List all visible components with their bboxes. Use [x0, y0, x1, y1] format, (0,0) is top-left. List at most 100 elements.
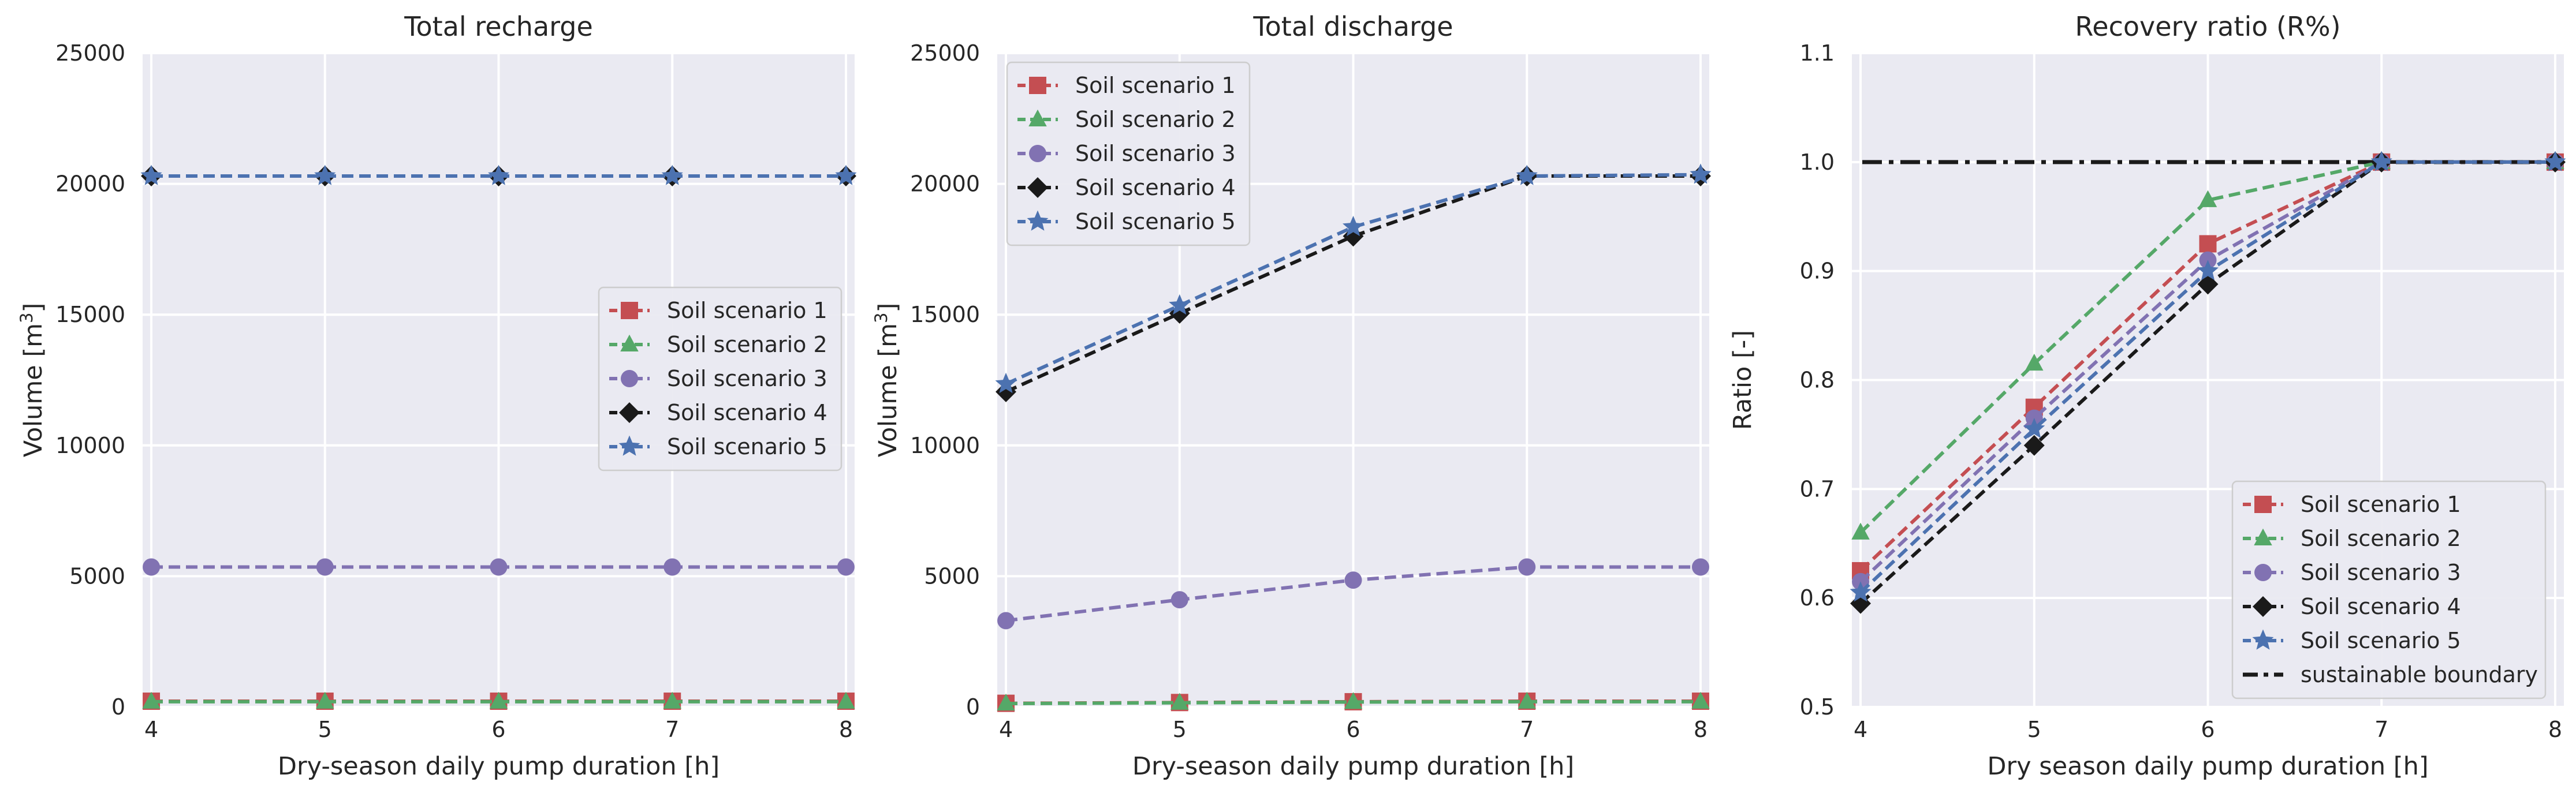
legend-label: Soil scenario 2	[2301, 526, 2461, 551]
legend-marker	[1027, 177, 1048, 198]
data-point-soil-scenario-3	[316, 558, 334, 576]
data-point-soil-scenario-3	[1344, 571, 1362, 589]
series-soil-scenario-3	[997, 558, 1709, 630]
y-tick-label: 0.6	[1800, 585, 1835, 611]
y-tick-label: 10000	[55, 433, 125, 458]
data-point-soil-scenario-3	[490, 558, 508, 576]
y-tick-label: 0.9	[1800, 259, 1835, 284]
legend-label: Soil scenario 4	[667, 400, 827, 425]
data-point-soil-scenario-5	[661, 164, 683, 185]
data-point-soil-scenario-2	[142, 691, 161, 709]
data-point-soil-scenario-5	[1343, 215, 1364, 237]
x-axis-label: Dry-season daily pump duration [h]	[278, 752, 720, 781]
data-point-soil-scenario-5	[488, 164, 509, 185]
legend: Soil scenario 1 Soil scenario 2 Soil scena…	[598, 286, 842, 472]
chart-panel-total-recharge: 0 5000 10000 15000 20000 25000 4 5 6 7 8 Total rech…	[17, 11, 857, 781]
y-axis-label: Volume [m3]	[871, 303, 903, 458]
legend-label: Soil scenario 3	[2301, 560, 2461, 585]
x-tick-label: 8	[2548, 717, 2562, 742]
legend-label: Soil scenario 1	[2301, 492, 2461, 517]
legend-entry-soil-scenario-3: Soil scenario 3	[1017, 141, 1236, 166]
legend-frame	[1006, 61, 1251, 246]
legend-entry-soil-scenario-4: Soil scenario 4	[2243, 594, 2461, 619]
x-tick-label: 7	[2374, 717, 2388, 742]
legend-entry-soil-scenario-5: Soil scenario 5	[1017, 209, 1236, 234]
data-point-soil-scenario-2	[837, 691, 855, 709]
legend-entry-soil-scenario-5: Soil scenario 5	[609, 434, 827, 459]
series-soil-scenario-2	[997, 691, 1710, 711]
y-tick-label: 25000	[910, 40, 980, 66]
data-point-soil-scenario-2	[1691, 691, 1710, 709]
x-tick-label: 7	[665, 717, 679, 742]
series-soil-scenario-5	[995, 163, 1712, 394]
data-point-soil-scenario-5	[2197, 260, 2219, 280]
legend-entry-soil-scenario-2: Soil scenario 2	[2243, 526, 2461, 551]
x-tick-label: 5	[318, 717, 332, 742]
x-tick-label: 6	[2201, 717, 2215, 742]
y-tick-label: 15000	[910, 302, 980, 327]
data-point-soil-scenario-2	[2025, 353, 2044, 371]
legend-frame	[2231, 480, 2547, 699]
data-point-soil-scenario-5	[1169, 294, 1191, 315]
legend-entry-soil-scenario-3: Soil scenario 3	[609, 366, 827, 391]
data-point-soil-scenario-5	[2544, 151, 2566, 171]
y-axis-label: Ratio [-]	[1728, 330, 1757, 430]
data-point-soil-scenario-2	[316, 691, 334, 709]
legend-entry-soil-scenario-3: Soil scenario 3	[2243, 560, 2461, 585]
x-tick-label: 5	[1173, 717, 1187, 742]
data-point-soil-scenario-2	[1344, 692, 1363, 709]
x-tick-label: 4	[144, 717, 158, 742]
legend-entry-soil-scenario-1: Soil scenario 1	[2243, 492, 2461, 517]
legend-entry-soil-scenario-2: Soil scenario 2	[1017, 107, 1236, 132]
legend-label: Soil scenario 4	[2301, 594, 2461, 619]
data-point-soil-scenario-2	[489, 691, 508, 709]
series-soil-scenario-3	[143, 558, 855, 576]
legend-label: Soil scenario 1	[667, 298, 827, 323]
data-point-soil-scenario-3	[1170, 591, 1188, 609]
data-point-soil-scenario-5	[835, 164, 857, 185]
x-tick-label: 8	[1694, 717, 1708, 742]
x-tick-label: 8	[839, 717, 853, 742]
x-tick-label: 6	[1346, 717, 1360, 742]
x-tick-label: 4	[999, 717, 1013, 742]
x-axis-label: Dry-season daily pump duration [h]	[1132, 752, 1574, 781]
data-point-soil-scenario-5	[1850, 581, 1872, 602]
legend-marker	[2254, 564, 2272, 581]
legend-frame	[598, 286, 842, 472]
chart-title: Recovery ratio (R%)	[2075, 11, 2340, 42]
legend-marker	[2253, 596, 2273, 617]
data-point-soil-scenario-2	[1851, 522, 1870, 540]
series-line-soil-scenario-4	[1005, 174, 1701, 394]
x-tick-label: 7	[1520, 717, 1534, 742]
legend-marker	[621, 302, 638, 319]
data-point-soil-scenario-5	[2023, 418, 2045, 439]
y-tick-label: 0.5	[1800, 694, 1835, 720]
legend-marker	[620, 334, 639, 351]
series-soil-scenario-2	[142, 691, 855, 709]
y-tick-label: 10000	[910, 433, 980, 458]
legend-entry-soil-scenario-1: Soil scenario 1	[609, 298, 827, 323]
data-point-soil-scenario-3	[837, 558, 855, 576]
y-tick-label: 0.7	[1800, 476, 1835, 502]
legend-label: Soil scenario 5	[1075, 209, 1236, 234]
chart-panel-recovery-ratio-r: 0.5 0.6 0.7 0.8 0.9 1.0 1.1 4 5 6 7 8 Recovery ratio…	[1728, 11, 2566, 781]
data-point-soil-scenario-2	[663, 691, 681, 709]
legend-marker	[1028, 109, 1047, 126]
y-tick-label: 1.1	[1800, 40, 1835, 66]
legend-marker	[2254, 496, 2272, 513]
data-point-soil-scenario-3	[997, 612, 1015, 630]
y-tick-label: 1.0	[1800, 149, 1835, 175]
legend-label: Soil scenario 5	[2301, 628, 2461, 653]
legend-marker	[1029, 77, 1046, 94]
data-point-soil-scenario-5	[2370, 151, 2392, 171]
y-tick-label: 20000	[910, 171, 980, 197]
legend-entry-soil-scenario-4: Soil scenario 4	[609, 400, 827, 425]
data-point-soil-scenario-3	[143, 558, 161, 576]
data-point-soil-scenario-5	[1690, 163, 1712, 184]
y-tick-label: 0	[966, 694, 980, 720]
legend-label: Soil scenario 4	[1075, 175, 1236, 200]
x-axis-label: Dry season daily pump duration [h]	[1987, 752, 2428, 781]
legend-marker	[1029, 145, 1046, 162]
series-soil-scenario-5	[140, 164, 857, 185]
y-axis-label: Volume [m3]	[17, 303, 48, 458]
